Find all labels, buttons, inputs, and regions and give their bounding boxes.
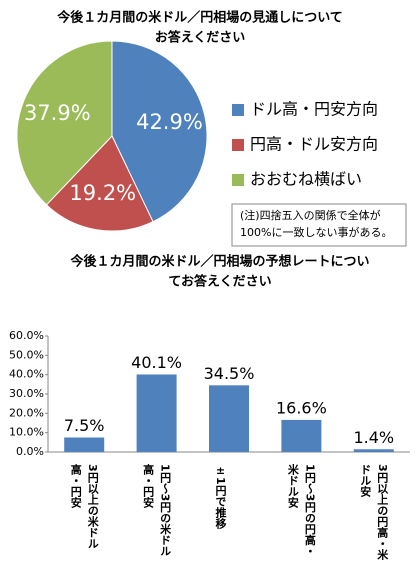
pie-slice [111,40,208,223]
y-tick-label: 40.0% [9,368,44,381]
y-tick-label: 30.0% [9,387,44,400]
pie-slice [16,40,113,206]
bar [64,437,105,452]
value-label: 40.1% [131,353,182,372]
legend-swatch [232,174,244,186]
value-label: 34.5% [204,364,255,383]
y-tick-label: 0.0% [16,445,44,458]
legend-swatch [232,139,244,151]
legend-label: ドル高・円安方向 [250,100,378,119]
slice-label: 37.9% [24,101,91,125]
legend-swatch [232,104,244,116]
x-tick-label: ±1円で推移 [214,464,227,529]
chart-title: 今後１カ月間の米ドル／円相場の予想レートについ [69,254,369,270]
pie-slice [45,135,154,232]
bar [281,419,322,452]
slice-label: 19.2% [69,181,136,205]
note: (注)四捨五入の関係で全体が [240,208,381,222]
note: 100%に一致しない事がある。 [240,225,392,239]
value-label: 16.6% [276,398,327,417]
value-label: 1.4% [353,428,394,447]
note-box [231,203,407,247]
y-tick-label: 50.0% [9,348,44,361]
x-tick-label: 3円以上の円高・米ドル安 [358,464,389,560]
x-tick-label: 1円～3円の米ドル高・円安 [141,464,172,557]
chart-title: お答えください [155,30,246,46]
chart-title: てお答えください [168,274,271,290]
y-tick-label: 20.0% [9,406,44,419]
slice-label: 42.9% [136,110,203,134]
y-tick-label: 60.0% [9,329,44,342]
bar [209,385,249,452]
bar [353,449,394,452]
chart-title: 今後１カ月間の米ドル／円相場の見通しについて [56,10,343,26]
value-label: 7.5% [64,416,105,435]
bar [136,374,177,452]
x-tick-label: 1円～3円の円高・米ドル安 [286,464,317,557]
legend-label: おおむね横ばい [250,170,362,189]
legend-label: 円高・ドル安方向 [250,135,378,154]
y-tick-label: 10.0% [9,426,44,439]
x-tick-label: 3円以上の米ドル高・円安 [69,464,100,549]
